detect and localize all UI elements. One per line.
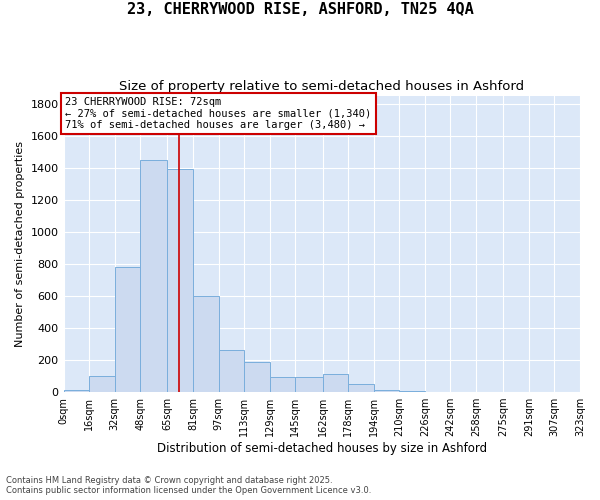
Bar	[115, 267, 140, 392]
Bar	[167, 170, 193, 392]
Bar	[348, 384, 374, 392]
Bar	[64, 390, 89, 392]
Bar	[193, 296, 218, 392]
Bar	[374, 390, 400, 392]
X-axis label: Distribution of semi-detached houses by size in Ashford: Distribution of semi-detached houses by …	[157, 442, 487, 455]
Bar	[89, 376, 115, 392]
Bar	[218, 350, 244, 392]
Title: Size of property relative to semi-detached houses in Ashford: Size of property relative to semi-detach…	[119, 80, 524, 93]
Bar	[295, 377, 323, 392]
Text: 23, CHERRYWOOD RISE, ASHFORD, TN25 4QA: 23, CHERRYWOOD RISE, ASHFORD, TN25 4QA	[127, 2, 473, 18]
Y-axis label: Number of semi-detached properties: Number of semi-detached properties	[15, 141, 25, 347]
Bar	[323, 374, 348, 392]
Text: Contains HM Land Registry data © Crown copyright and database right 2025.
Contai: Contains HM Land Registry data © Crown c…	[6, 476, 371, 495]
Text: 23 CHERRYWOOD RISE: 72sqm
← 27% of semi-detached houses are smaller (1,340)
71% : 23 CHERRYWOOD RISE: 72sqm ← 27% of semi-…	[65, 97, 371, 130]
Bar	[140, 160, 167, 392]
Bar	[244, 362, 270, 392]
Bar	[270, 377, 295, 392]
